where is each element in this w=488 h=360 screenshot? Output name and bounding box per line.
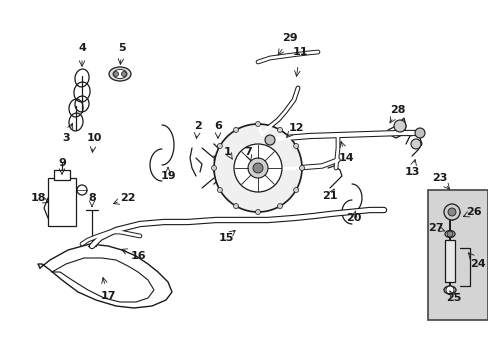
Text: 20: 20 xyxy=(346,213,361,223)
Circle shape xyxy=(247,158,267,178)
Text: 5: 5 xyxy=(118,43,125,53)
Text: 14: 14 xyxy=(338,153,353,163)
Text: 11: 11 xyxy=(292,47,307,57)
Text: 22: 22 xyxy=(120,193,136,203)
Text: 6: 6 xyxy=(214,121,222,131)
Bar xyxy=(444,240,454,282)
Circle shape xyxy=(233,204,238,208)
Text: 25: 25 xyxy=(446,293,461,303)
Circle shape xyxy=(234,144,282,192)
Circle shape xyxy=(414,128,424,138)
Circle shape xyxy=(277,127,282,132)
Text: 27: 27 xyxy=(427,223,443,233)
Circle shape xyxy=(293,144,298,148)
Text: 4: 4 xyxy=(78,43,86,53)
Text: 24: 24 xyxy=(469,259,485,269)
Circle shape xyxy=(393,120,405,132)
Text: 17: 17 xyxy=(100,291,116,301)
Text: 10: 10 xyxy=(86,133,102,143)
Bar xyxy=(427,190,487,320)
Circle shape xyxy=(445,286,453,294)
Circle shape xyxy=(121,72,126,77)
Circle shape xyxy=(299,166,304,171)
Text: 23: 23 xyxy=(431,173,447,183)
Circle shape xyxy=(255,210,260,215)
Circle shape xyxy=(410,139,420,149)
Text: 21: 21 xyxy=(322,191,337,201)
Circle shape xyxy=(443,204,459,220)
Ellipse shape xyxy=(443,286,455,294)
Text: 2: 2 xyxy=(194,121,202,131)
Text: 26: 26 xyxy=(465,207,481,217)
Text: 7: 7 xyxy=(244,147,251,157)
Text: 19: 19 xyxy=(160,171,176,181)
Circle shape xyxy=(217,188,222,193)
Ellipse shape xyxy=(109,67,131,81)
Text: 3: 3 xyxy=(62,133,70,143)
Text: 29: 29 xyxy=(282,33,297,43)
Circle shape xyxy=(233,127,238,132)
Circle shape xyxy=(264,135,274,145)
Text: 28: 28 xyxy=(389,105,405,115)
Text: 8: 8 xyxy=(88,193,96,203)
Circle shape xyxy=(113,72,118,77)
Text: 15: 15 xyxy=(218,233,233,243)
Circle shape xyxy=(447,208,455,216)
Circle shape xyxy=(217,144,222,148)
Text: 1: 1 xyxy=(224,147,231,157)
Bar xyxy=(48,178,76,226)
Circle shape xyxy=(252,163,263,173)
Bar xyxy=(54,170,70,180)
Circle shape xyxy=(211,166,216,171)
Text: 16: 16 xyxy=(130,251,145,261)
Circle shape xyxy=(277,204,282,208)
Ellipse shape xyxy=(113,69,127,78)
Circle shape xyxy=(214,124,302,212)
Text: 13: 13 xyxy=(404,167,419,177)
Text: 9: 9 xyxy=(58,158,66,168)
Circle shape xyxy=(255,122,260,126)
Circle shape xyxy=(293,188,298,193)
Text: 18: 18 xyxy=(30,193,46,203)
Circle shape xyxy=(446,231,452,237)
Text: 12: 12 xyxy=(287,123,303,133)
